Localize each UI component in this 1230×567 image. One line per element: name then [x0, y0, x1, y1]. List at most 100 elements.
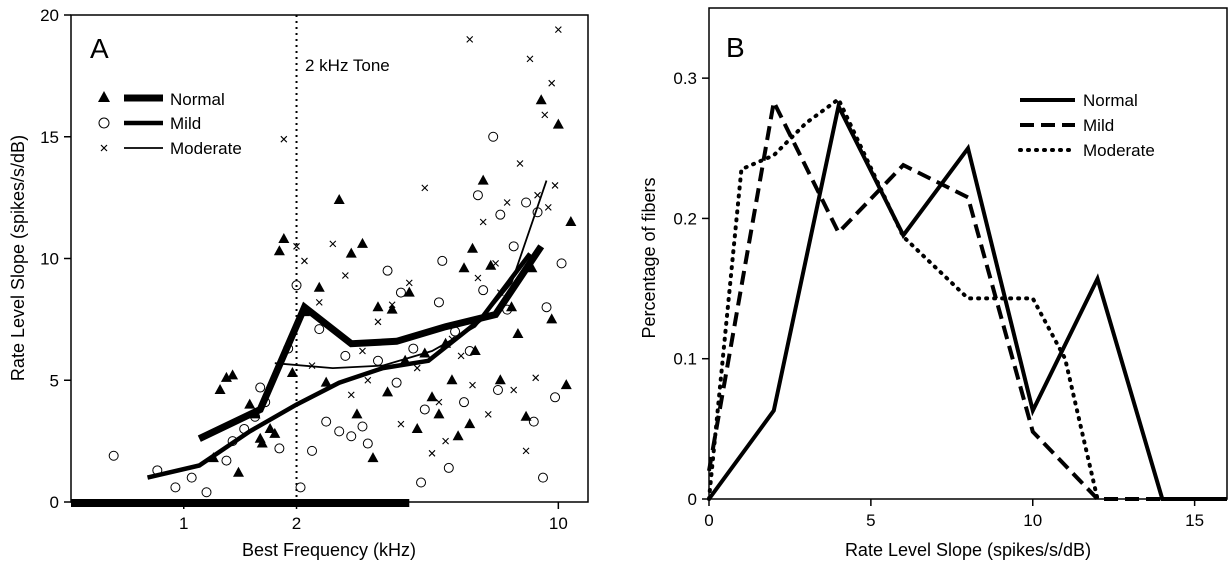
line-moderate — [707, 96, 1100, 501]
panel-a-legend: Normal Mild Moderate — [98, 90, 242, 158]
mild-point — [201, 487, 212, 498]
moderate-point — [484, 410, 492, 418]
mild-point — [464, 346, 475, 357]
normal-point — [535, 94, 547, 105]
mild-point — [541, 302, 552, 313]
panel-b-x-axis-label: Rate Level Slope (spikes/s/dB) — [845, 540, 1091, 560]
normal-point — [286, 366, 298, 377]
trend-line-normal — [197, 244, 545, 442]
moderate-point — [329, 240, 337, 248]
normal-point — [232, 466, 244, 477]
mild-point — [537, 472, 548, 483]
normal-point — [403, 286, 415, 297]
normal-point — [452, 430, 464, 441]
panel-b-y-tick-label: 0.3 — [673, 69, 697, 88]
normal-point — [546, 313, 558, 324]
mild-point — [357, 421, 368, 432]
mild-point — [334, 426, 345, 437]
moderate-point — [301, 257, 308, 265]
panel-b-lines — [707, 95, 1227, 501]
normal-point — [244, 398, 256, 409]
panel-b-y-tick-label: 0.1 — [673, 350, 697, 369]
mild-point — [170, 482, 181, 493]
mild-point — [295, 482, 306, 493]
panel-a-trend-lines — [146, 180, 548, 480]
moderate-point — [388, 301, 396, 309]
line-normal — [707, 100, 1227, 501]
panel-a-annotation: 2 kHz Tone — [305, 56, 390, 75]
moderate-point — [405, 279, 413, 287]
panel-b-x-tick-label: 5 — [866, 511, 875, 530]
panel-a-x-tick-label: 1 — [179, 514, 188, 533]
moderate-point — [526, 55, 534, 63]
panel-b-y-axis-label: Percentage of fibers — [639, 177, 659, 338]
mild-point — [416, 477, 427, 488]
panel-b-x-tick-label: 15 — [1185, 511, 1204, 530]
normal-point — [512, 327, 524, 338]
moderate-point — [534, 191, 541, 199]
normal-point — [351, 408, 363, 419]
panel-b-legend: Normal Mild Moderate — [1018, 91, 1155, 160]
normal-point — [273, 245, 285, 256]
panel-b-ticks: 0 5 10 15 0 0.1 0.2 0.3 — [673, 69, 1204, 530]
legend-mild-label: Mild — [170, 114, 201, 133]
panel-a-y-tick-label: 5 — [50, 371, 59, 390]
panel-b-y-tick-label: 0 — [688, 490, 697, 509]
panel-a-x-tick-label: 10 — [549, 514, 568, 533]
moderate-point — [341, 272, 349, 279]
moderate-point — [503, 199, 511, 206]
moderate-point — [548, 79, 556, 87]
panel-b-x-tick-label: 10 — [1023, 511, 1042, 530]
legend-moderate-marker — [100, 144, 108, 152]
moderate-point — [554, 26, 562, 33]
normal-point — [565, 215, 577, 226]
moderate-point — [413, 364, 421, 372]
mild-point — [488, 131, 499, 142]
normal-point — [372, 301, 384, 312]
normal-point — [214, 383, 226, 394]
trend-line-mild — [146, 252, 532, 480]
normal-point — [560, 379, 572, 390]
normal-point — [520, 410, 532, 421]
normal-point — [469, 345, 481, 356]
mild-point — [472, 190, 483, 201]
mild-point — [346, 431, 357, 442]
panel-a-y-axis-label: Rate Level Slope (spikes/s/dB) — [8, 135, 28, 381]
mild-point — [478, 285, 489, 296]
legend-normal-marker — [98, 91, 110, 102]
normal-point — [382, 386, 394, 397]
moderate-point — [421, 184, 429, 192]
moderate-point — [551, 182, 559, 189]
mild-point — [382, 265, 393, 276]
moderate-point — [469, 381, 476, 389]
mild-point — [274, 443, 285, 454]
normal-point — [467, 242, 479, 253]
mild-point — [508, 241, 519, 252]
mild-point — [556, 258, 567, 269]
mild-point — [291, 280, 302, 291]
moderate-point — [457, 352, 465, 360]
moderate-point — [532, 374, 540, 382]
panel-a-ticks: 1 2 10 0 5 10 15 20 — [40, 6, 568, 533]
moderate-point — [442, 437, 449, 445]
normal-point — [426, 391, 438, 402]
mild-point — [433, 297, 444, 308]
panel-a-chart: A 2 kHz Tone Normal Mild Moderate 1 2 10 0 5… — [8, 6, 589, 560]
panel-a-frame — [70, 14, 589, 503]
normal-point — [345, 247, 357, 258]
mild-point — [521, 197, 532, 208]
mild-point — [391, 377, 402, 388]
mild-point — [459, 397, 470, 408]
normal-point — [458, 262, 470, 273]
moderate-point — [374, 318, 382, 326]
mild-point — [321, 416, 332, 427]
moderate-point — [516, 160, 524, 167]
moderate-point — [492, 259, 499, 267]
normal-point — [464, 418, 476, 429]
mild-point — [314, 324, 325, 335]
panel-b-letter: B — [726, 32, 745, 63]
panel-a-x-tick-label: 2 — [292, 514, 301, 533]
normal-point — [494, 374, 506, 385]
normal-point — [227, 369, 239, 380]
panel-a-y-tick-label: 0 — [50, 493, 59, 512]
